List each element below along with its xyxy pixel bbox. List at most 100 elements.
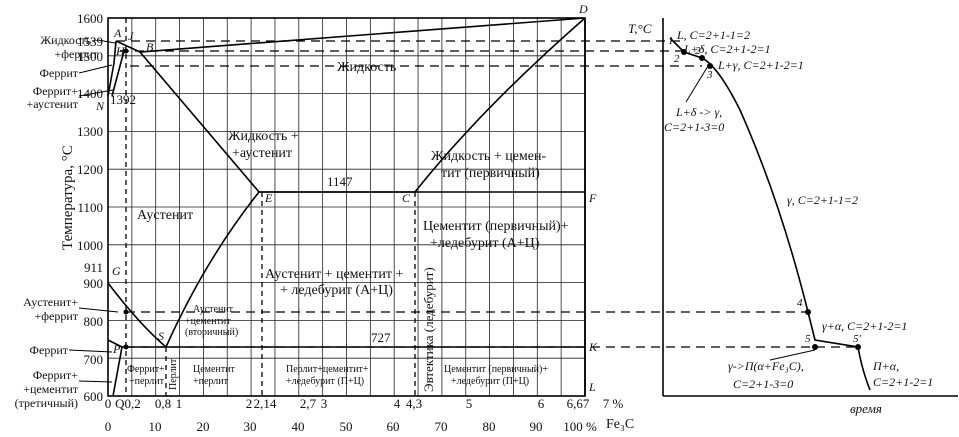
svg-text:C=2+1-3=0: C=2+1-3=0 [664, 120, 724, 134]
svg-text:Феррит: Феррит [40, 66, 79, 80]
svg-text:3: 3 [321, 396, 328, 411]
svg-text:γ, C=2+1-1=2: γ, C=2+1-1=2 [787, 193, 858, 207]
svg-text:2: 2 [674, 53, 680, 65]
y-tick-1200: 1200 [77, 162, 103, 177]
svg-text:тит (первичный): тит (первичный) [441, 166, 540, 181]
svg-text:Цементит: Цементит [193, 364, 236, 375]
svg-text:5: 5 [466, 396, 473, 411]
svg-text:90: 90 [530, 419, 543, 434]
svg-text:+ледебурит (П+Ц): +ледебурит (П+Ц) [286, 376, 364, 387]
y-tick-1392: 1392 [110, 92, 136, 107]
y-tick-1400: 1400 [77, 86, 103, 101]
svg-text:G: G [112, 264, 121, 278]
svg-text:γ->П(α+Fe₃C),: γ->П(α+Fe₃C), [728, 359, 804, 373]
y-tick-1100: 1100 [77, 200, 103, 215]
region-labels: Жидкость Жидкость + +аустенит Жидкость +… [137, 60, 569, 298]
dashed-verticals [125, 18, 416, 396]
svg-text:Цементит (первичный)+: Цементит (первичный)+ [423, 219, 569, 234]
left-phase-labels: Жидкость+ +феррит Феррит Феррит+ +аустен… [15, 33, 99, 410]
svg-text:+цементит: +цементит [23, 382, 79, 396]
svg-text:H: H [115, 44, 126, 58]
y-tick-911: 911 [84, 260, 103, 275]
nj-line [111, 50, 125, 97]
svg-text:Аустенит+: Аустенит+ [23, 295, 78, 309]
y-tick-1539: 1539 [77, 34, 103, 49]
svg-text:(вторичный): (вторичный) [185, 327, 238, 338]
svg-text:0: 0 [105, 419, 112, 434]
cooling-points [681, 49, 861, 350]
svg-text:D: D [578, 2, 588, 16]
svg-text:60: 60 [387, 419, 400, 434]
svg-text:4: 4 [797, 297, 803, 309]
eutectic-vertical: Эвтектика (ледебурит) [421, 267, 436, 392]
svg-text:+ледебурит (П+Ц): +ледебурит (П+Ц) [451, 376, 529, 387]
svg-text:1: 1 [668, 35, 674, 47]
svg-text:C: C [402, 191, 411, 205]
bottom-x-labels: 0 10 20 30 40 50 60 70 80 90 100 % [105, 419, 597, 434]
y-tick-900: 900 [84, 276, 104, 291]
svg-text:C=2+1-3=0: C=2+1-3=0 [733, 377, 793, 391]
svg-text:+перлит: +перлит [129, 376, 165, 387]
svg-text:+аустенит: +аустенит [27, 97, 79, 111]
svg-text:0,8: 0,8 [155, 396, 171, 411]
grid [108, 18, 585, 396]
svg-text:30: 30 [244, 419, 257, 434]
cooling-leaders [685, 65, 816, 361]
svg-text:5': 5' [853, 333, 862, 345]
svg-text:7 %: 7 % [603, 396, 624, 411]
svg-text:4,3: 4,3 [406, 396, 422, 411]
svg-text:L: L [588, 380, 596, 394]
svg-text:2': 2' [695, 45, 704, 57]
cooling-point-numbers: 1 2 2' 3 4 5 5' [668, 35, 862, 345]
eutectic-temp: 1147 [327, 174, 353, 189]
cooling-labels: L, C=2+1-1=2 L+δ, C=2+1-2=1 L+γ, C=2+1-2… [664, 28, 933, 391]
fe3c-unit: Fe₃C [606, 417, 634, 432]
svg-text:2,14: 2,14 [254, 396, 277, 411]
point-letters: A J B H N D E C F G S P K L [95, 2, 598, 394]
svg-text:10: 10 [149, 419, 162, 434]
y-tick-1500: 1500 [77, 49, 103, 64]
svg-text:6,67: 6,67 [567, 396, 590, 411]
svg-text:+цементит: +цементит [185, 316, 231, 327]
svg-text:B: B [146, 40, 154, 54]
svg-text:C=2+1-2=1: C=2+1-2=1 [873, 375, 933, 389]
y-tick-1000: 1000 [77, 238, 103, 253]
pearlite-vertical: Перлит [168, 358, 179, 390]
pq-line1 [107, 339, 123, 348]
svg-text:S: S [158, 329, 164, 343]
svg-text:40: 40 [292, 419, 305, 434]
svg-text:Аустенит + цементит +: Аустенит + цементит + [265, 267, 403, 282]
svg-text:L+γ, C=2+1-2=1: L+γ, C=2+1-2=1 [717, 58, 804, 72]
svg-text:Перлит+цементит+: Перлит+цементит+ [286, 364, 369, 375]
y-axis-title: Температура, °C [60, 145, 76, 250]
svg-text:+перлит: +перлит [193, 376, 229, 387]
projection-lines [116, 40, 858, 348]
svg-text:+феррит: +феррит [34, 309, 78, 323]
svg-text:Феррит: Феррит [30, 343, 69, 357]
svg-text:P: P [112, 342, 121, 356]
pq-line2 [112, 346, 123, 397]
y-tick-1300: 1300 [77, 124, 103, 139]
svg-text:Жидкость +: Жидкость + [228, 129, 299, 144]
top-x-labels: 0 Q0,2 0,8 1 2 2,14 2,7 3 4 4,3 5 6 6,67… [105, 396, 624, 411]
svg-text:J: J [128, 29, 134, 43]
svg-text:2,7: 2,7 [300, 396, 317, 411]
y-tick-labels: 1600 1500 1400 1300 1200 1100 1000 900 8… [77, 11, 103, 404]
y-tick-600: 600 [84, 389, 104, 404]
svg-text:70: 70 [435, 419, 448, 434]
svg-text:Аустенит: Аустенит [193, 304, 234, 315]
svg-text:A: A [113, 26, 122, 40]
svg-text:80: 80 [483, 419, 496, 434]
svg-text:Жидкость + цемен-: Жидкость + цемен- [431, 149, 546, 164]
cooling-curve [669, 37, 871, 391]
region-labels-small: Аустенит +цементит (вторичный) Феррит+ +… [127, 304, 548, 387]
svg-text:Q0,2: Q0,2 [115, 396, 141, 411]
svg-text:Феррит+: Феррит+ [127, 364, 165, 375]
svg-text:Жидкость+: Жидкость+ [40, 33, 98, 47]
y-tick-700: 700 [84, 352, 104, 367]
delta-solidus-line [107, 40, 117, 97]
svg-text:Аустенит: Аустенит [137, 208, 193, 223]
svg-text:L+δ -> γ,: L+δ -> γ, [675, 105, 722, 119]
svg-text:Феррит+: Феррит+ [33, 368, 78, 382]
svg-text:γ+α, C=2+1-2=1: γ+α, C=2+1-2=1 [822, 319, 907, 333]
